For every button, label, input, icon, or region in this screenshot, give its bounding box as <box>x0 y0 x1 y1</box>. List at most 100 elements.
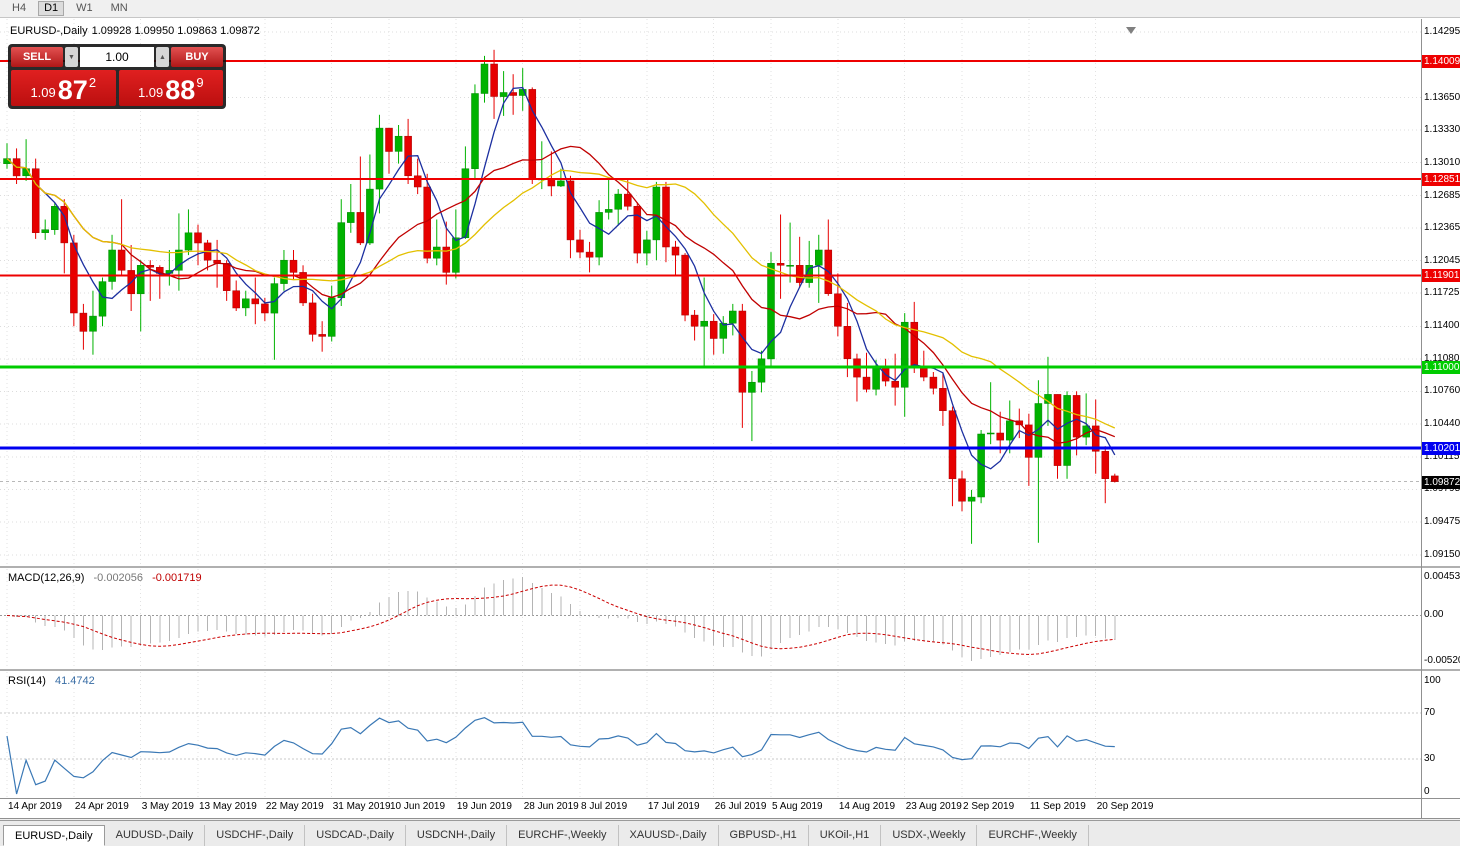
tab-3-usdcad-daily[interactable]: USDCAD-,Daily <box>305 825 406 846</box>
timeframe-button-d1[interactable]: D1 <box>38 1 65 16</box>
time-axis-label: 5 Aug 2019 <box>772 801 823 812</box>
candle <box>1111 473 1119 483</box>
price-axis-tick: 1.11080 <box>1424 352 1460 364</box>
time-axis-label: 2 Sep 2019 <box>963 801 1015 812</box>
chart-title-symbol: EURUSD-,Daily <box>10 25 88 37</box>
chart-title: EURUSD-,Daily 1.09928 1.09950 1.09863 1.0… <box>10 25 264 37</box>
candle <box>280 250 288 291</box>
candle <box>337 199 346 306</box>
candle <box>662 181 670 263</box>
candle <box>499 71 508 116</box>
lot-increase-icon[interactable]: ▲ <box>156 47 169 67</box>
sell-price-button[interactable]: 1.09 87 2 <box>11 70 116 106</box>
price-axis-tick: 1.11400 <box>1424 320 1460 332</box>
buy-button[interactable]: BUY <box>171 47 223 67</box>
tab-8-ukoil-h1[interactable]: UKOil-,H1 <box>808 825 882 846</box>
lot-size-input[interactable]: 1.00 <box>80 47 154 67</box>
candle <box>51 202 59 235</box>
candle <box>624 179 632 211</box>
price-axis-tick: 1.12685 <box>1424 189 1460 201</box>
macd-signal-value: -0.001719 <box>152 572 202 584</box>
candle <box>776 214 785 299</box>
price-axis-tick: 1.12365 <box>1424 222 1460 234</box>
tab-2-usdchf-daily[interactable]: USDCHF-,Daily <box>205 825 306 846</box>
macd-signal-line <box>6 584 1115 656</box>
candle <box>1072 391 1081 456</box>
tab-9-usdx-weekly[interactable]: USDX-,Weekly <box>881 825 978 846</box>
price-axis-tick: 1.09150 <box>1424 549 1460 560</box>
candle <box>986 382 995 445</box>
candle <box>242 290 250 317</box>
candle <box>108 234 116 290</box>
candle <box>394 125 403 164</box>
macd-axis-min: -0.005205 <box>1424 655 1460 666</box>
candle <box>308 293 317 342</box>
candle <box>967 489 976 544</box>
candle <box>977 430 985 504</box>
candle <box>824 219 833 296</box>
price-axis-tick: 1.09795 <box>1424 483 1460 495</box>
candle <box>690 310 699 341</box>
time-axis-label: 24 Apr 2019 <box>74 801 129 812</box>
time-axis-label: 14 Apr 2019 <box>8 801 62 812</box>
sell-button[interactable]: SELL <box>11 47 63 67</box>
tab-4-usdcnh-daily[interactable]: USDCNH-,Daily <box>405 825 508 846</box>
candle <box>156 265 164 299</box>
tab-1-audusd-daily[interactable]: AUDUSD-,Daily <box>104 825 206 846</box>
sell-price-big: 87 <box>57 75 88 105</box>
candle <box>471 84 479 179</box>
candle <box>194 224 202 266</box>
tab-7-gbpusd-h1[interactable]: GBPUSD-,H1 <box>718 825 809 846</box>
bid-price-label: 1.09872 <box>1422 475 1460 489</box>
timeframe-toolbar: H4 D1 W1 MN <box>0 0 1460 18</box>
macd-axis-zero: 0.00 <box>1424 609 1444 621</box>
candle <box>595 200 603 266</box>
sell-price-sup: 2 <box>88 75 97 90</box>
candle <box>585 241 594 273</box>
candle <box>261 297 269 322</box>
chart-shift-marker-icon[interactable] <box>1126 27 1136 34</box>
time-axis-label: 26 Jul 2019 <box>714 801 767 812</box>
timeframe-button-h4[interactable]: H4 <box>12 2 27 14</box>
candle <box>929 372 938 395</box>
lot-decrease-icon[interactable]: ▼ <box>65 47 78 67</box>
tab-6-xauusd-daily[interactable]: XAUUSD-,Daily <box>618 825 719 846</box>
candle <box>900 313 909 417</box>
time-axis-label: 11 Sep 2019 <box>1029 801 1086 812</box>
time-axis-label: 3 May 2019 <box>141 801 194 812</box>
candle <box>413 158 422 195</box>
candle <box>614 189 622 226</box>
candle <box>853 353 861 402</box>
tab-10-eurchf-weekly[interactable]: EURCHF-,Weekly <box>977 825 1089 846</box>
candle <box>385 127 393 174</box>
candle <box>89 290 97 355</box>
rsi-value: 41.4742 <box>54 675 95 687</box>
rsi-line <box>6 717 1115 795</box>
candle <box>3 143 11 169</box>
candle <box>117 199 126 276</box>
time-axis-label: 8 Jul 2019 <box>581 801 628 812</box>
price-axis-tick: 1.13650 <box>1424 91 1460 103</box>
buy-price-prefix: 1.09 <box>137 85 164 100</box>
candle <box>79 303 88 350</box>
candle <box>60 199 69 274</box>
sell-price-prefix: 1.09 <box>30 85 56 100</box>
candle <box>815 234 823 303</box>
tab-5-eurchf-weekly[interactable]: EURCHF-,Weekly <box>507 825 619 846</box>
timeframe-button-w1[interactable]: W1 <box>76 2 93 14</box>
timeframe-button-mn[interactable]: MN <box>110 2 128 14</box>
price-axis-tick: 1.09475 <box>1424 515 1460 527</box>
buy-price-button[interactable]: 1.09 88 9 <box>118 70 223 106</box>
candle <box>805 240 813 288</box>
moving-average-5 <box>6 86 1116 470</box>
candle <box>270 277 279 360</box>
price-level-label: 1.14009 <box>1422 55 1460 69</box>
time-axis-label: 23 Aug 2019 <box>905 801 962 812</box>
price-axis-tick: 1.10115 <box>1424 450 1460 462</box>
price-axis-tick: 1.14295 <box>1424 26 1460 37</box>
candle <box>652 181 661 261</box>
candle <box>327 285 336 342</box>
tab-0-eurusd-daily[interactable]: EURUSD-,Daily <box>3 825 105 846</box>
candle <box>1063 391 1071 479</box>
